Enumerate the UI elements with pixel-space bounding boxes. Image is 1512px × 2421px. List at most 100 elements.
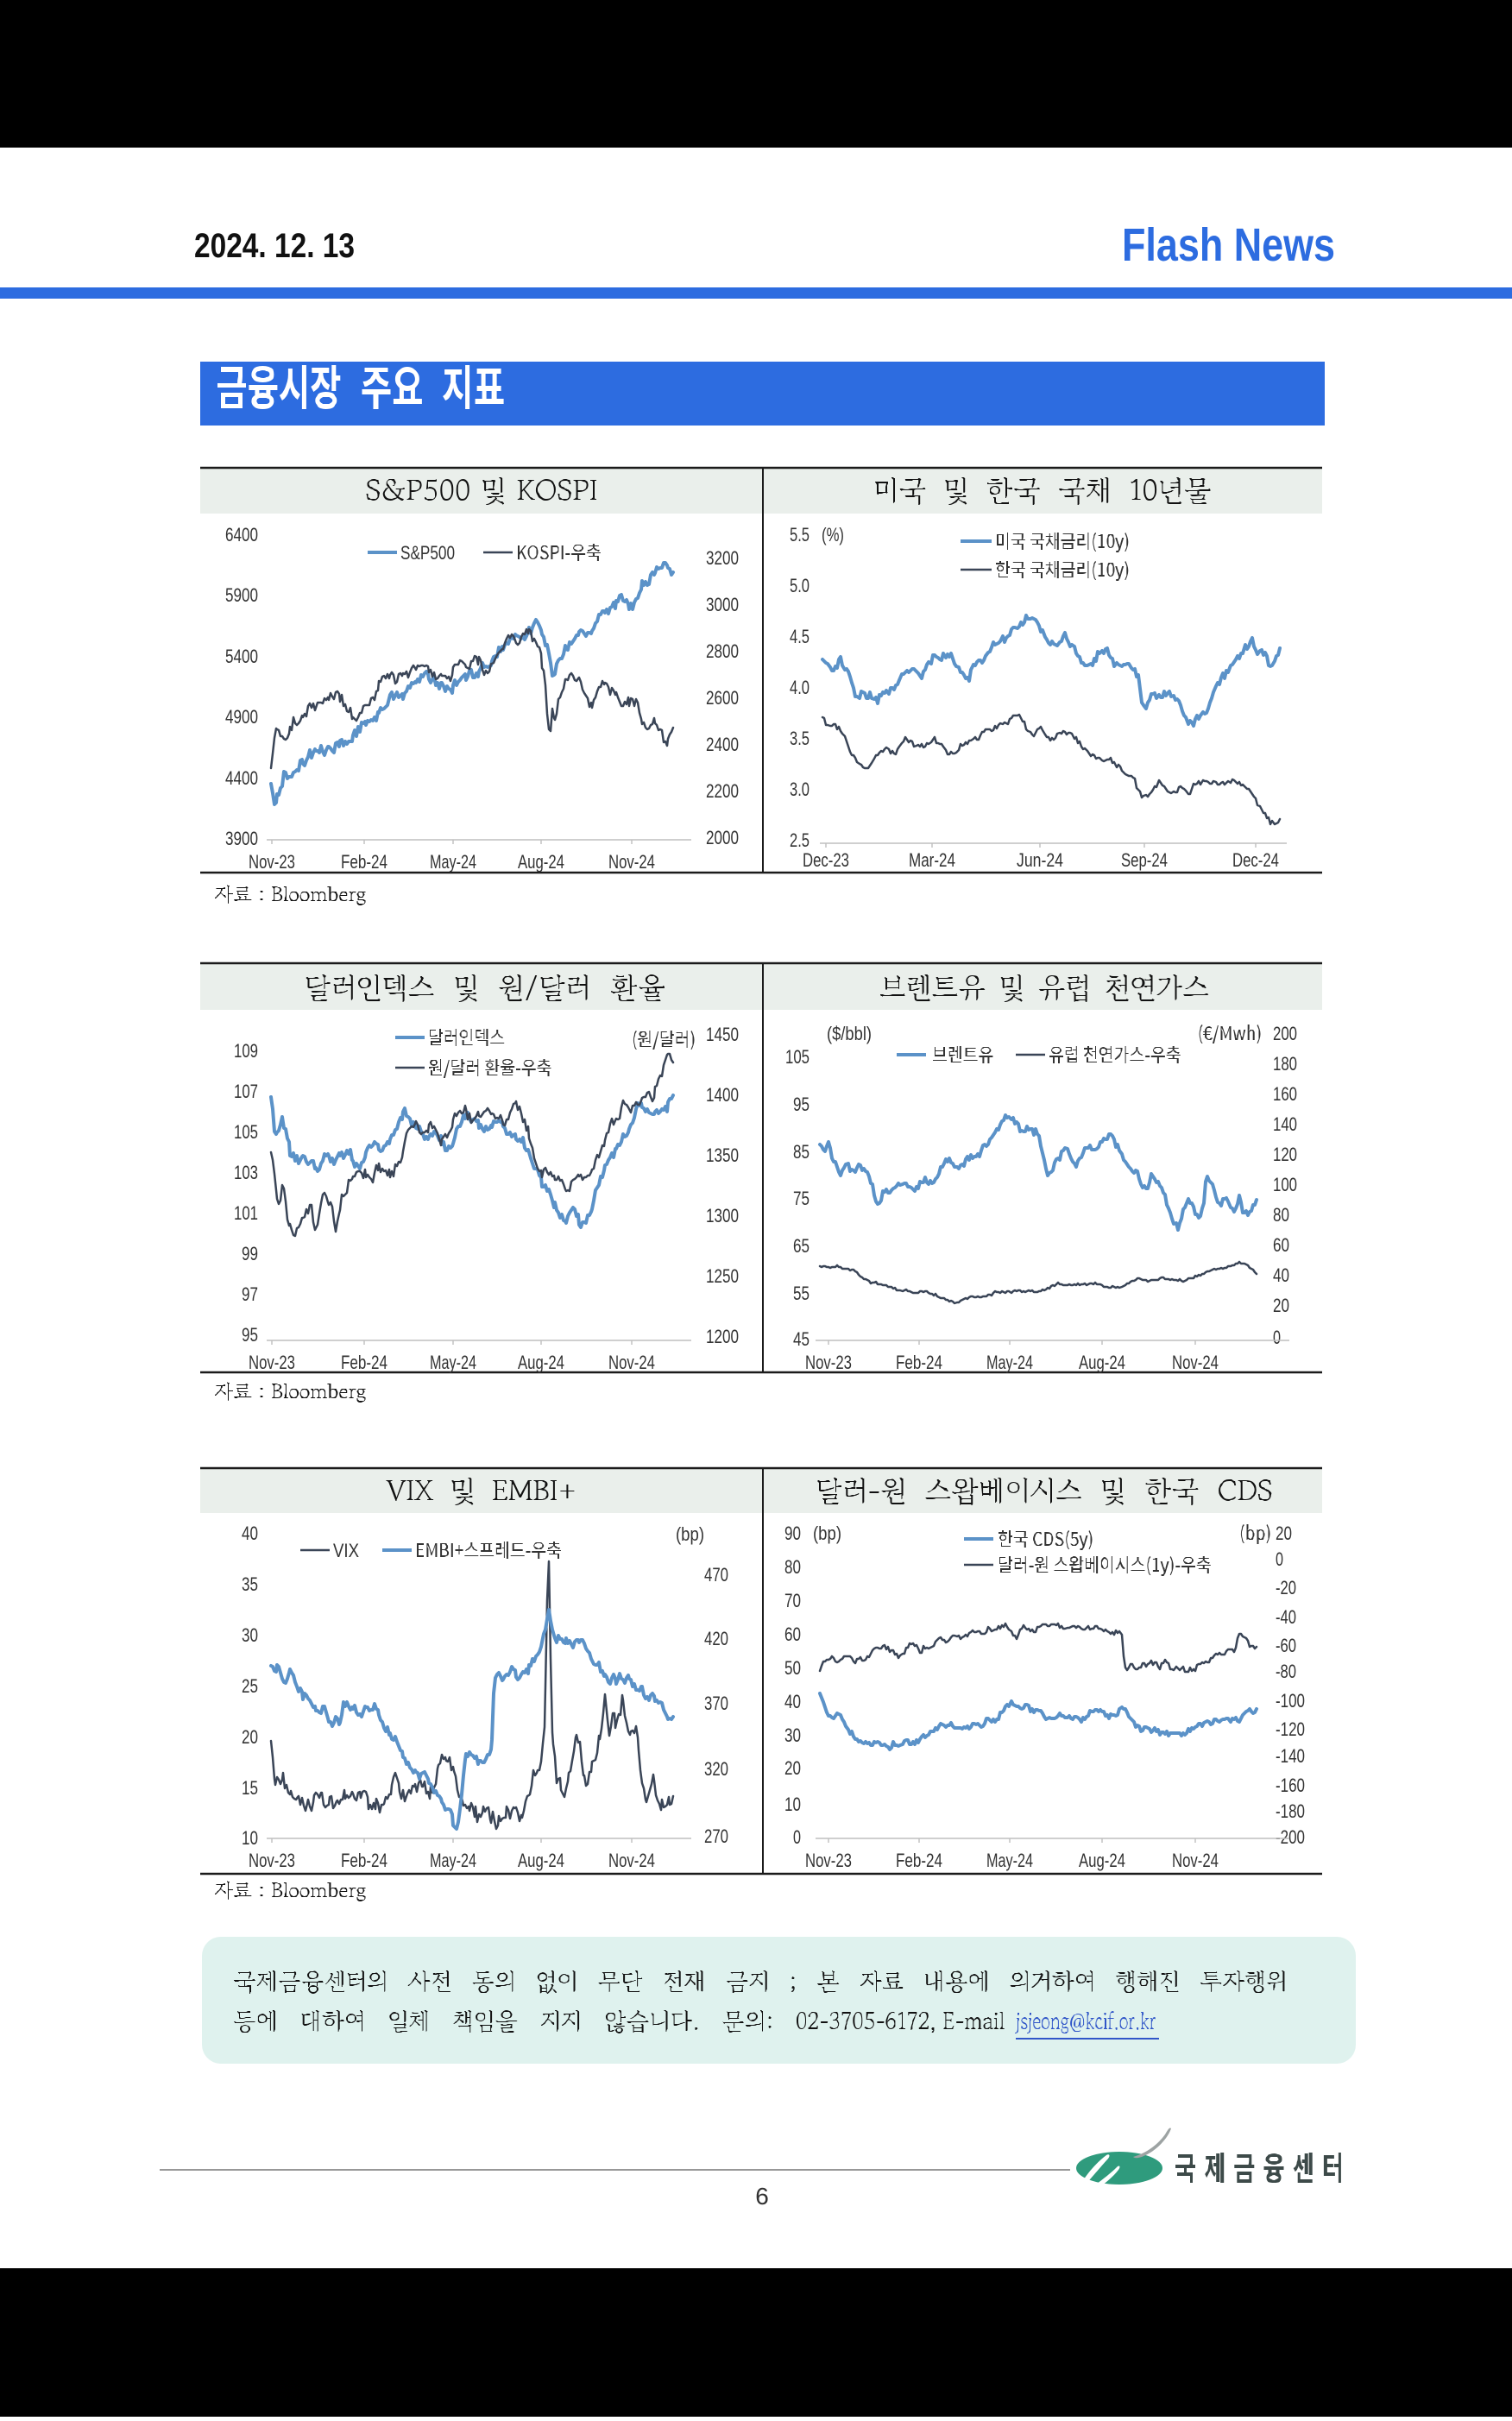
svg-text:Nov-23: Nov-23 [249,1850,295,1871]
svg-text:(%): (%) [822,524,844,545]
svg-text:Feb-24: Feb-24 [341,1352,387,1373]
svg-text:40: 40 [1273,1264,1289,1286]
svg-text:-120: -120 [1276,1718,1305,1740]
svg-text:Sep-24: Sep-24 [1121,849,1168,871]
svg-text:101: 101 [234,1202,258,1224]
svg-text:80: 80 [784,1556,801,1578]
svg-text:May-24: May-24 [986,1850,1033,1871]
svg-text:0: 0 [1276,1548,1283,1570]
svg-text:30: 30 [242,1624,258,1646]
svg-text:30: 30 [784,1724,801,1746]
svg-text:Aug-24: Aug-24 [518,1850,564,1871]
svg-text:0: 0 [793,1826,801,1848]
svg-text:Nov-23: Nov-23 [249,1352,295,1373]
svg-text:Nov-24: Nov-24 [608,1352,655,1373]
svg-text:2800: 2800 [706,640,739,662]
svg-text:40: 40 [784,1691,801,1712]
svg-text:May-24: May-24 [430,1352,476,1373]
svg-text:80: 80 [1273,1204,1289,1226]
svg-text:-180: -180 [1276,1800,1305,1822]
svg-text:Mar-24: Mar-24 [909,849,955,871]
svg-text:109: 109 [234,1040,258,1062]
svg-text:55: 55 [793,1283,810,1304]
svg-text:Nov-23: Nov-23 [249,851,295,873]
svg-text:Flash News: Flash News [1122,219,1335,271]
svg-text:75: 75 [793,1188,810,1209]
svg-text:3.0: 3.0 [790,779,810,800]
svg-text:2024. 12. 13: 2024. 12. 13 [194,227,355,265]
svg-text:470: 470 [704,1564,728,1586]
svg-text:120: 120 [1273,1144,1297,1165]
svg-text:-200: -200 [1276,1826,1305,1848]
svg-text:65: 65 [793,1235,810,1257]
svg-text:May-24: May-24 [430,1850,476,1871]
svg-text:2200: 2200 [706,780,739,802]
svg-text:May-24: May-24 [430,851,476,873]
svg-text:2.5: 2.5 [790,829,810,851]
svg-text:Aug-24: Aug-24 [518,851,564,873]
svg-text:420: 420 [704,1628,728,1649]
svg-text:15: 15 [242,1777,258,1799]
svg-text:(bp): (bp) [813,1523,841,1544]
svg-text:Nov-24: Nov-24 [608,851,655,873]
svg-text:Feb-24: Feb-24 [341,1850,387,1871]
svg-text:0: 0 [1273,1327,1281,1348]
svg-text:1300: 1300 [706,1205,739,1226]
svg-text:1250: 1250 [706,1265,739,1287]
svg-text:90: 90 [784,1523,801,1544]
svg-text:10: 10 [242,1827,258,1849]
svg-text:3900: 3900 [225,828,258,849]
svg-text:3000: 3000 [706,594,739,615]
svg-text:107: 107 [234,1081,258,1102]
svg-text:160: 160 [1273,1083,1297,1105]
svg-text:5900: 5900 [225,584,258,606]
svg-text:4.5: 4.5 [790,626,810,647]
svg-text:5400: 5400 [225,646,258,667]
svg-text:-20: -20 [1276,1577,1296,1598]
svg-text:Aug-24: Aug-24 [518,1352,564,1373]
svg-text:20: 20 [242,1726,258,1748]
svg-text:35: 35 [242,1573,258,1595]
svg-text:105: 105 [785,1046,810,1068]
svg-text:1400: 1400 [706,1084,739,1106]
svg-text:VIX: VIX [333,1540,359,1561]
svg-text:2400: 2400 [706,734,739,755]
svg-text:3200: 3200 [706,547,739,569]
svg-text:Dec-23: Dec-23 [803,849,849,871]
svg-text:6400: 6400 [225,524,258,545]
svg-text:40: 40 [242,1523,258,1544]
svg-text:6: 6 [755,2183,769,2210]
svg-text:60: 60 [1273,1234,1289,1256]
svg-text:4900: 4900 [225,706,258,728]
svg-text:-100: -100 [1276,1690,1305,1712]
svg-text:10: 10 [784,1794,801,1815]
svg-text:Nov-24: Nov-24 [1172,1850,1219,1871]
svg-text:-140: -140 [1276,1745,1305,1767]
svg-text:100: 100 [1273,1174,1297,1195]
svg-text:Dec-24: Dec-24 [1232,849,1279,871]
svg-text:20: 20 [1276,1523,1292,1544]
svg-text:Aug-24: Aug-24 [1079,1850,1125,1871]
svg-text:-80: -80 [1276,1661,1296,1682]
svg-text:50: 50 [784,1657,801,1679]
svg-text:320: 320 [704,1758,728,1780]
svg-text:140: 140 [1273,1113,1297,1135]
svg-text:-160: -160 [1276,1775,1305,1796]
svg-text:60: 60 [784,1623,801,1645]
svg-text:99: 99 [242,1243,258,1264]
svg-text:25: 25 [242,1675,258,1697]
svg-text:S&P500: S&P500 [400,542,455,564]
svg-text:Aug-24: Aug-24 [1079,1352,1125,1373]
svg-text:45: 45 [793,1328,810,1350]
svg-text:95: 95 [242,1324,258,1346]
svg-text:200: 200 [1273,1023,1297,1044]
svg-text:Nov-24: Nov-24 [608,1850,655,1871]
svg-text:Nov-23: Nov-23 [805,1352,852,1373]
svg-text:1350: 1350 [706,1144,739,1166]
svg-text:180: 180 [1273,1053,1297,1075]
svg-text:4400: 4400 [225,767,258,789]
svg-text:($/bbl): ($/bbl) [827,1023,872,1044]
svg-text:5.0: 5.0 [790,575,810,596]
svg-text:5.5: 5.5 [790,524,810,545]
svg-text:370: 370 [704,1693,728,1714]
